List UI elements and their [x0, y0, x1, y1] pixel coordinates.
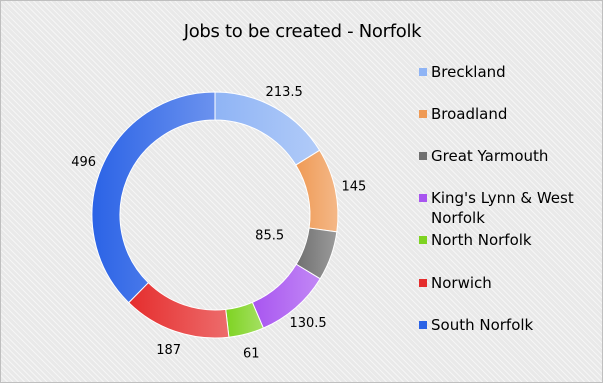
- data-label-great-yarmouth: 85.5: [255, 228, 284, 243]
- legend-label: Broadland: [431, 105, 508, 123]
- legend-swatch: [419, 279, 427, 287]
- legend-label: South Norfolk: [431, 316, 534, 334]
- slice-norwich: [127, 281, 230, 339]
- chart-title: Jobs to be created - Norfolk: [183, 21, 422, 42]
- legend-swatch: [419, 110, 427, 118]
- legend-item-great-yarmouth: Great Yarmouth: [419, 146, 599, 166]
- legend-item-breckland: Breckland: [419, 62, 599, 82]
- legend-swatch: [419, 68, 427, 76]
- slice-breckland: [214, 91, 321, 166]
- data-label-north-norfolk: 61: [243, 346, 260, 361]
- legend-swatch: [419, 321, 427, 329]
- data-label-breckland: 213.5: [266, 85, 303, 100]
- legend-item-king-s-lynn-west-norfolk: King's Lynn & West Norfolk: [419, 188, 599, 228]
- legend-swatch: [419, 236, 427, 244]
- legend-item-north-norfolk: North Norfolk: [419, 230, 599, 250]
- legend-item-norwich: Norwich: [419, 273, 599, 293]
- legend-item-south-norfolk: South Norfolk: [419, 315, 599, 335]
- slice-south-norfolk: [91, 91, 216, 304]
- legend-label: Great Yarmouth: [431, 147, 549, 165]
- data-label-norwich: 187: [156, 343, 181, 358]
- data-label-king-s-lynn-west-norfolk: 130.5: [289, 316, 326, 331]
- legend-label: Norwich: [431, 274, 492, 292]
- legend-swatch: [419, 152, 427, 160]
- legend-label: Breckland: [431, 63, 506, 81]
- data-label-south-norfolk: 496: [71, 155, 96, 170]
- legend-label: North Norfolk: [431, 231, 532, 249]
- legend-label: King's Lynn & West Norfolk: [431, 189, 574, 227]
- legend-swatch: [419, 194, 427, 202]
- data-label-broadland: 145: [342, 180, 367, 195]
- legend-item-broadland: Broadland: [419, 104, 599, 124]
- slice-broadland: [295, 149, 339, 233]
